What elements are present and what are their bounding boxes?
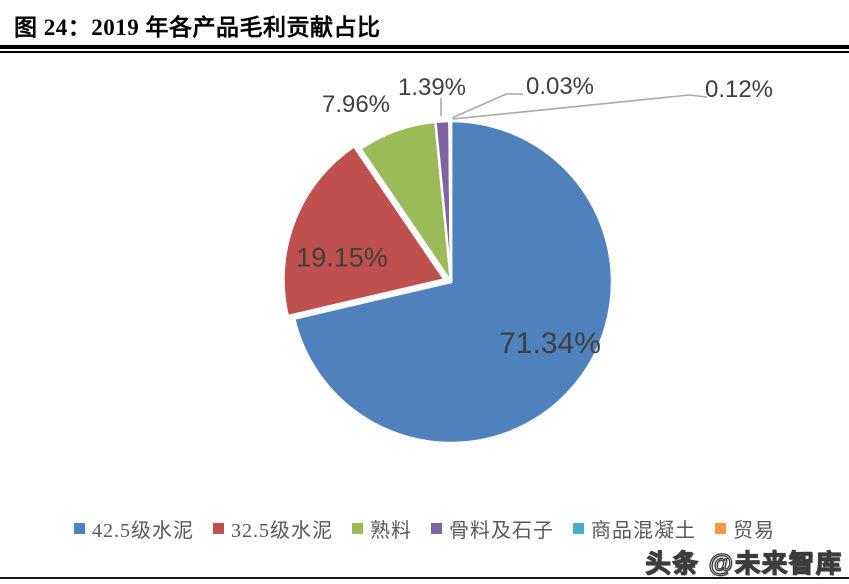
legend-label: 贸易 [733,520,775,542]
legend-item-32-5-cement: 32.5级水泥 [213,514,333,543]
legend-label: 商品混凝土 [591,520,696,542]
title-divider [0,45,849,53]
pie-label-clinker: 7.96% [321,91,391,118]
legend-item-aggregate: 骨料及石子 [431,514,554,543]
legend-swatch-icon [715,523,726,534]
legend-label: 32.5级水泥 [231,520,333,542]
legend-item-42-5-cement: 42.5级水泥 [74,514,194,543]
legend-swatch-icon [74,523,85,534]
legend-label: 42.5级水泥 [92,520,194,542]
leader-line [451,93,523,119]
legend-item-trade: 贸易 [715,514,775,543]
pie-label-concrete: 0.03% [525,73,595,100]
watermark: 头条 @未来智库 [645,549,843,578]
pie-slice [292,119,614,445]
legend-label: 熟料 [370,520,412,542]
legend-swatch-icon [573,523,584,534]
legend-swatch-icon [213,523,224,534]
pie-label-aggregate: 1.39% [397,74,467,101]
pie-label-42-5-cement: 71.34% [499,327,601,360]
legend-swatch-icon [352,523,363,534]
pie-slice [282,145,446,318]
leader-line [452,94,708,120]
divider-thin-line [0,51,849,53]
divider-gap [0,49,849,51]
pie-slice [448,119,453,284]
bottom-divider [0,577,849,579]
figure-title: 图 24：2019 年各产品毛利贡献占比 [14,15,381,40]
legend-swatch-icon [431,523,442,534]
pie-label-trade: 0.12% [704,76,774,103]
divider-thick-line [0,45,849,49]
legend-item-concrete: 商品混凝土 [573,514,696,543]
chart-legend: 42.5级水泥 32.5级水泥 熟料 骨料及石子 商品混凝土 贸易 [0,514,849,543]
pie-label-32-5-cement: 19.15% [296,242,388,273]
legend-label: 骨料及石子 [449,520,554,542]
legend-item-clinker: 熟料 [352,514,412,543]
